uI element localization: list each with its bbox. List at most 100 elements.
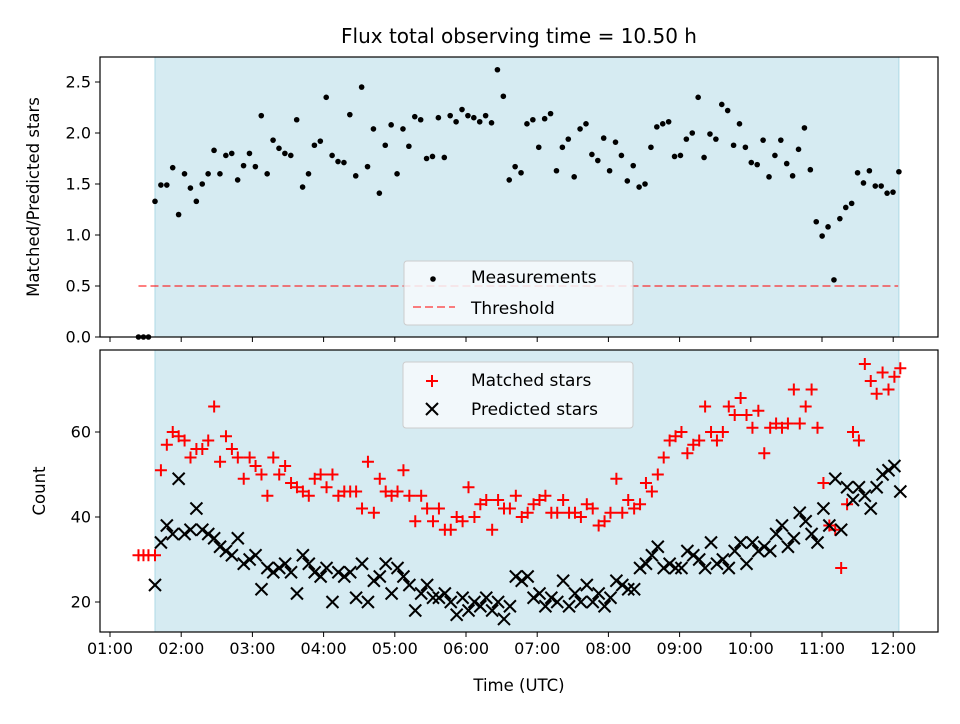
measurements-point [311, 142, 318, 149]
predicted-stars-point [201, 527, 215, 541]
measurements-point [299, 184, 306, 190]
predicted-stars-point [704, 535, 718, 550]
predicted-stars-point [367, 574, 381, 588]
measurements-point [193, 198, 200, 205]
matched-stars-point [752, 404, 765, 417]
measurements-point [742, 144, 749, 151]
predicted-stars-point [733, 535, 748, 550]
matched-stars-point [456, 515, 469, 528]
predicted-stars-point [461, 603, 476, 618]
measurements-point [400, 126, 406, 132]
predicted-stars-point [633, 561, 647, 575]
predicted-stars-point [674, 561, 689, 575]
predicted-stars-point [195, 523, 210, 537]
predicted-stars-point [787, 531, 801, 545]
measurements-point [175, 211, 182, 218]
predicted-stars-point [278, 557, 292, 571]
matched-stars-point [805, 383, 818, 396]
measurements-point [772, 152, 778, 159]
measurements-point [406, 143, 412, 150]
predicted-stars-point [869, 480, 884, 494]
predicted-stars-point [390, 561, 405, 575]
measurements-point [459, 106, 465, 113]
top-y-tick-label: 2.0 [66, 124, 91, 143]
matched-stars-point [320, 481, 333, 494]
measurements-point [683, 136, 690, 142]
measurements-point [707, 131, 713, 137]
measurements-point [547, 110, 554, 117]
predicted-stars-point [237, 557, 251, 571]
measurements-point [713, 136, 719, 142]
legend-matched-marker [426, 375, 438, 387]
measurements-point [831, 277, 837, 283]
top-axes-frame [99, 56, 939, 338]
measurements-point [370, 126, 377, 132]
measurements-point [695, 94, 701, 101]
measurements-point [335, 158, 341, 165]
measurements-point [506, 177, 513, 183]
predicted-stars-point [319, 561, 334, 575]
predicted-stars-point [775, 518, 789, 533]
top-y-tick-label: 1.0 [66, 226, 91, 245]
legend-threshold-label: Threshold [470, 299, 555, 319]
measurements-point [435, 114, 442, 121]
measurements-point [364, 163, 371, 170]
matched-stars-point [657, 451, 670, 464]
x-tick-label: 10:00 [728, 639, 774, 658]
measurements-point [760, 137, 766, 143]
matched-stars-point [503, 502, 516, 515]
measurements-point [842, 204, 849, 211]
predicted-stars-point [467, 595, 482, 609]
matched-stars-point [196, 443, 209, 455]
x-tick-label: 01:00 [87, 639, 133, 658]
matched-stars-point [551, 506, 564, 519]
measurements-point [411, 113, 418, 120]
measurements-point [677, 152, 684, 159]
measurements-point [890, 189, 896, 195]
matched-stars-point [421, 502, 434, 515]
predicted-stars-point [242, 552, 257, 567]
matched-stars-point [486, 523, 499, 536]
measurements-point [169, 164, 176, 171]
measurements-point [240, 162, 247, 169]
measurements-point [559, 144, 566, 151]
x-tick-label: 05:00 [372, 639, 418, 658]
measurements-point [589, 151, 595, 158]
measurements-point [488, 120, 495, 126]
predicted-stars-point [662, 557, 677, 571]
measurements-point [246, 150, 253, 157]
predicted-stars-point [426, 591, 440, 605]
predicted-stars-point [574, 595, 588, 609]
predicted-stars-point [515, 574, 529, 588]
predicted-stars-point [520, 569, 535, 584]
predicted-stars-point [171, 472, 186, 486]
measurements-point [535, 144, 542, 151]
predicted-stars-point [177, 527, 192, 541]
predicted-stars-point [562, 599, 576, 613]
predicted-stars-point [881, 463, 896, 477]
predicted-stars-point [568, 586, 582, 601]
predicted-stars-point [834, 523, 848, 537]
x-tick-label: 09:00 [657, 639, 703, 658]
predicted-stars-point [503, 599, 517, 613]
predicted-stars-point [657, 561, 671, 575]
predicted-stars-point [858, 489, 872, 503]
predicted-stars-point [763, 544, 777, 558]
measurements-point [583, 121, 589, 127]
measurements-point [736, 121, 743, 127]
matched-stars-point [521, 506, 534, 519]
matched-stars-point [462, 481, 475, 494]
matched-stars-point [681, 447, 694, 460]
measurements-point [571, 174, 577, 180]
matched-stars-point [634, 498, 647, 511]
predicted-stars-point [526, 591, 541, 605]
measurements-point [394, 171, 400, 177]
legend-measurements-marker [430, 276, 436, 282]
measurements-point [158, 182, 164, 188]
measurements-point [447, 112, 453, 119]
measurements-point [164, 182, 170, 188]
matched-stars-point [604, 506, 617, 519]
x-tick-label: 06:00 [443, 639, 489, 658]
measurements-point [577, 126, 583, 132]
measurements-point [293, 116, 300, 123]
